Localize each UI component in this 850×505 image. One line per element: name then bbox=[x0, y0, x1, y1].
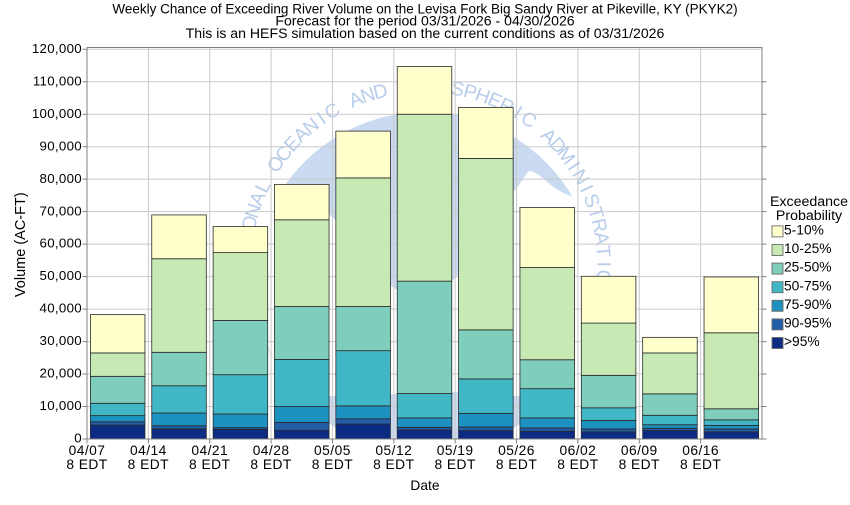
svg-text:Exceedance: Exceedance bbox=[770, 194, 848, 210]
svg-text:Date: Date bbox=[410, 478, 439, 493]
svg-text:100,000: 100,000 bbox=[32, 106, 82, 121]
svg-text:I: I bbox=[592, 261, 614, 267]
svg-text:T: T bbox=[591, 245, 614, 259]
svg-text:8 EDT: 8 EDT bbox=[680, 457, 721, 472]
svg-text:8 EDT: 8 EDT bbox=[373, 457, 414, 472]
svg-text:P: P bbox=[461, 80, 479, 105]
svg-text:8 EDT: 8 EDT bbox=[312, 457, 353, 472]
svg-text:50-75%: 50-75% bbox=[784, 278, 832, 293]
svg-text:04/28: 04/28 bbox=[253, 443, 290, 458]
svg-text:06/16: 06/16 bbox=[682, 443, 719, 458]
svg-text:0: 0 bbox=[74, 431, 82, 446]
svg-text:10,000: 10,000 bbox=[40, 398, 82, 413]
svg-text:R: R bbox=[587, 216, 612, 235]
svg-text:90,000: 90,000 bbox=[40, 138, 82, 153]
svg-text:04/14: 04/14 bbox=[130, 443, 167, 458]
svg-text:8 EDT: 8 EDT bbox=[66, 457, 107, 472]
svg-text:8 EDT: 8 EDT bbox=[557, 457, 598, 472]
svg-text:Volume (AC-FT): Volume (AC-FT) bbox=[13, 192, 29, 297]
svg-text:This is an HEFS simulation bas: This is an HEFS simulation based on the … bbox=[186, 25, 665, 41]
svg-text:50,000: 50,000 bbox=[40, 268, 82, 283]
svg-text:40,000: 40,000 bbox=[40, 301, 82, 316]
svg-text:120,000: 120,000 bbox=[32, 41, 82, 56]
svg-text:10-25%: 10-25% bbox=[784, 241, 832, 256]
svg-text:Weekly Chance of Exceeding Riv: Weekly Chance of Exceeding River Volume … bbox=[112, 1, 737, 16]
svg-text:D: D bbox=[371, 79, 390, 104]
svg-text:04/21: 04/21 bbox=[191, 443, 228, 458]
svg-text:A: A bbox=[589, 230, 613, 246]
svg-text:05/26: 05/26 bbox=[498, 443, 535, 458]
svg-text:06/02: 06/02 bbox=[560, 443, 597, 458]
svg-text:N: N bbox=[358, 83, 378, 108]
svg-text:8 EDT: 8 EDT bbox=[435, 457, 476, 472]
svg-text:80,000: 80,000 bbox=[40, 171, 82, 186]
svg-text:Forecast for the period 03/31/: Forecast for the period 03/31/2026 - 04/… bbox=[275, 13, 574, 29]
svg-text:05/05: 05/05 bbox=[314, 443, 351, 458]
svg-text:06/09: 06/09 bbox=[621, 443, 658, 458]
svg-text:05/19: 05/19 bbox=[437, 443, 474, 458]
svg-text:N: N bbox=[241, 201, 266, 221]
svg-text:S: S bbox=[449, 77, 466, 101]
svg-text:30,000: 30,000 bbox=[40, 333, 82, 348]
svg-text:70,000: 70,000 bbox=[40, 203, 82, 218]
svg-text:Probability: Probability bbox=[776, 208, 843, 224]
svg-text:25-50%: 25-50% bbox=[784, 260, 832, 275]
svg-text:20,000: 20,000 bbox=[40, 366, 82, 381]
svg-text:90-95%: 90-95% bbox=[784, 316, 832, 331]
svg-text:>95%: >95% bbox=[784, 334, 820, 349]
svg-text:05/12: 05/12 bbox=[375, 443, 412, 458]
svg-text:8 EDT: 8 EDT bbox=[250, 457, 291, 472]
svg-text:8 EDT: 8 EDT bbox=[496, 457, 537, 472]
svg-text:8 EDT: 8 EDT bbox=[128, 457, 169, 472]
svg-text:75-90%: 75-90% bbox=[784, 297, 832, 312]
svg-text:8 EDT: 8 EDT bbox=[189, 457, 230, 472]
svg-text:8 EDT: 8 EDT bbox=[619, 457, 660, 472]
svg-text:60,000: 60,000 bbox=[40, 236, 82, 251]
svg-text:04/07: 04/07 bbox=[69, 443, 106, 458]
svg-text:110,000: 110,000 bbox=[33, 73, 82, 88]
svg-text:5-10%: 5-10% bbox=[784, 223, 824, 238]
svg-text:H: H bbox=[472, 83, 493, 108]
